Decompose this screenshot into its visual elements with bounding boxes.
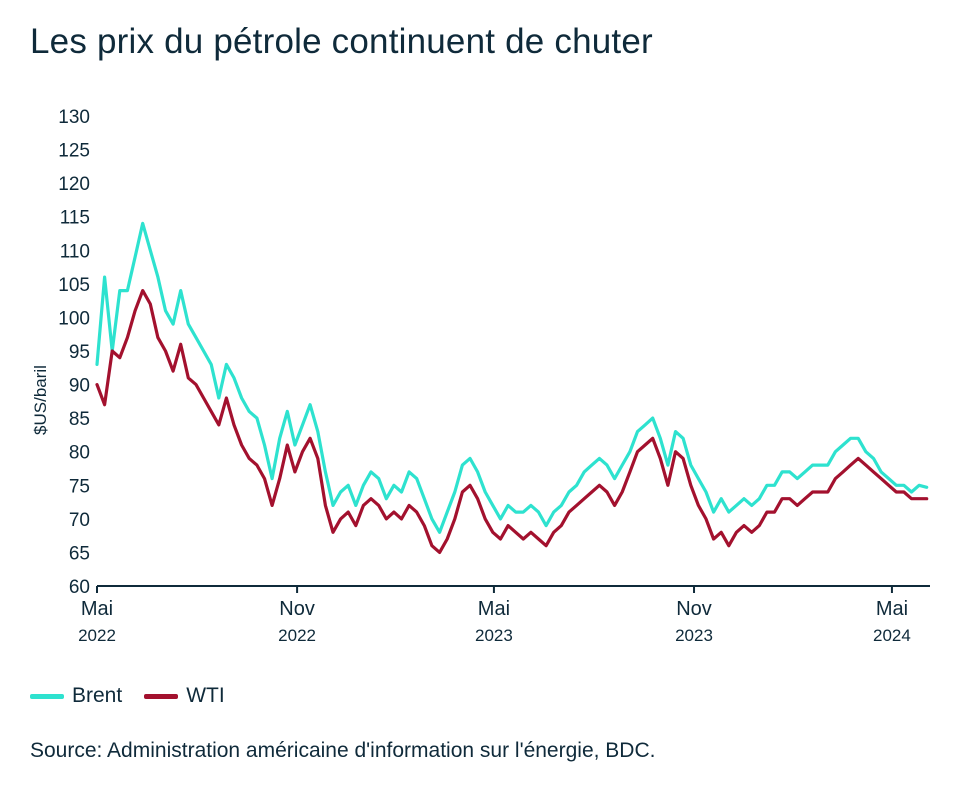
- y-tick-label: 130: [58, 107, 90, 128]
- legend-label-wti: WTI: [186, 684, 225, 707]
- y-tick-label: 65: [69, 543, 90, 564]
- series-line-brent: [95, 221, 929, 534]
- y-tick-label: 115: [60, 208, 90, 229]
- y-tick-label: 110: [60, 241, 90, 262]
- y-tick-label: 120: [58, 174, 90, 195]
- y-tick-label: 105: [58, 275, 90, 296]
- x-tick-label-month: Mai: [478, 598, 510, 620]
- y-tick-label: 100: [58, 308, 90, 329]
- legend-item-wti[interactable]: WTI: [144, 684, 225, 708]
- x-tick-label-year: 2022: [78, 626, 116, 645]
- x-tick-label-month: Mai: [81, 598, 113, 620]
- y-tick-label: 90: [69, 376, 90, 397]
- x-tick-label-year: 2024: [873, 626, 911, 645]
- chart-title: Les prix du pétrole continuent de chuter: [30, 22, 653, 61]
- y-tick-label: 60: [69, 577, 90, 598]
- y-axis: 60 65 70 75 80 85 90 95 100 105 110 115 120 125 130: [58, 107, 90, 598]
- source-note: Source: Administration américaine d'info…: [30, 739, 656, 762]
- y-tick-label: 85: [69, 409, 90, 430]
- y-tick-label: 80: [69, 443, 90, 464]
- x-tick-label-year: 2023: [475, 626, 513, 645]
- x-tick-label-year: 2022: [278, 626, 316, 645]
- series-line-wti: [95, 289, 929, 554]
- line-chart: 60 65 70 75 80 85 90 95 100 105 110 115 120 125 130 Ma…: [31, 107, 930, 645]
- y-tick-label: 70: [69, 510, 90, 531]
- series-layer: [95, 221, 929, 554]
- legend-label-brent: Brent: [72, 684, 123, 707]
- legend-item-brent[interactable]: Brent: [30, 684, 122, 708]
- legend: Brent WTI: [30, 684, 225, 708]
- legend-swatch-brent: [30, 693, 64, 699]
- y-axis-label: $US/baril: [31, 365, 50, 435]
- x-tick-label-year: 2023: [675, 626, 713, 645]
- x-tick-label-month: Nov: [279, 598, 315, 620]
- y-tick-label: 95: [69, 342, 90, 363]
- x-tick-label-month: Nov: [676, 598, 712, 620]
- y-tick-label: 125: [58, 141, 90, 162]
- x-tick-label-month: Mai: [876, 598, 908, 620]
- y-tick-label: 75: [69, 476, 90, 497]
- x-axis: Mai 2022 Nov 2022 Mai 2023 Nov 2023 Mai 2024: [78, 585, 930, 645]
- legend-swatch-wti: [144, 693, 179, 699]
